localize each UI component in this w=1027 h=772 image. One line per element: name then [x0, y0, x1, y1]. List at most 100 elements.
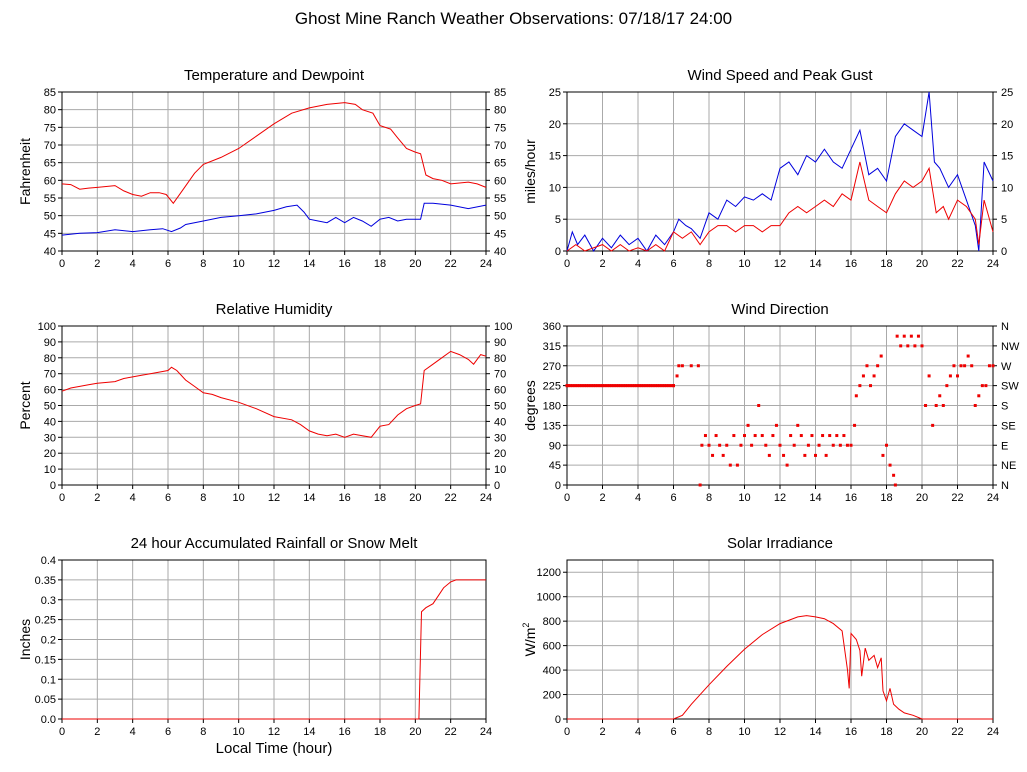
y-tick-label: 20 [44, 448, 56, 460]
direction-point [703, 434, 707, 438]
x-tick-label: 22 [951, 726, 963, 738]
series-line-red [61, 102, 487, 205]
compass-label: SW [1001, 381, 1019, 393]
direction-point [725, 443, 729, 447]
x-tick-label: 22 [445, 258, 457, 270]
direction-point [934, 404, 938, 407]
direction-point [632, 384, 636, 388]
y-axis-label: W/m2 [521, 623, 538, 657]
x-tick-label: 10 [738, 258, 750, 270]
direction-point [609, 384, 613, 388]
x-tick-label: 2 [94, 492, 100, 504]
direction-point [608, 384, 612, 388]
direction-point [952, 364, 956, 368]
x-tick-label: 14 [303, 492, 315, 504]
direction-point [948, 374, 952, 378]
direction-point [970, 364, 974, 368]
x-tick-label: 24 [480, 258, 492, 270]
y-tick-label: 0.05 [35, 694, 56, 706]
y-tick-label: 0 [555, 714, 561, 726]
direction-point [622, 384, 626, 388]
direction-point [973, 404, 977, 407]
x-tick-label: 6 [670, 258, 676, 270]
direction-point [645, 384, 649, 388]
direction-point [711, 453, 715, 457]
direction-point [853, 423, 857, 427]
direction-point [618, 384, 622, 388]
y-tick-label: 1200 [537, 567, 561, 579]
direction-point [597, 384, 601, 388]
y-tick-label: 20 [549, 119, 561, 131]
y-tick-label-right: 40 [494, 246, 506, 258]
x-tick-label: 4 [130, 726, 136, 738]
x-tick-label: 20 [409, 258, 421, 270]
direction-point [567, 384, 571, 388]
direction-point [656, 384, 660, 388]
chart-title: Wind Direction [731, 301, 829, 318]
x-tick-label: 20 [916, 726, 928, 738]
direction-point [739, 443, 743, 447]
x-tick-label: 6 [165, 726, 171, 738]
direction-point [732, 434, 736, 438]
direction-point [916, 334, 920, 338]
x-tick-label: 22 [951, 492, 963, 504]
x-tick-label: 6 [670, 492, 676, 504]
y-tick-label-right: 10 [1001, 182, 1013, 194]
direction-point [675, 374, 679, 378]
compass-label: N [1001, 480, 1009, 492]
direction-point [789, 434, 793, 438]
y-tick-label: 85 [44, 87, 56, 99]
direction-point [906, 344, 910, 348]
chart-title: Relative Humidity [216, 301, 333, 318]
x-tick-label: 24 [987, 492, 999, 504]
x-tick-label: 16 [845, 258, 857, 270]
direction-point [611, 384, 615, 388]
direction-point [785, 463, 789, 467]
x-tick-label: 18 [880, 258, 892, 270]
y-tick-label: 80 [44, 105, 56, 117]
x-tick-label: 8 [706, 258, 712, 270]
direction-point [767, 453, 771, 457]
direction-point [718, 443, 722, 447]
direction-point [593, 384, 597, 388]
direction-point [865, 364, 869, 368]
direction-point [854, 394, 858, 398]
x-tick-label: 14 [809, 726, 821, 738]
direction-point [803, 453, 807, 457]
direction-point [817, 443, 821, 447]
direction-point [799, 434, 803, 438]
y-tick-label: 0 [555, 480, 561, 492]
chart-title: 24 hour Accumulated Rainfall or Snow Mel… [131, 535, 419, 552]
direction-point [576, 384, 580, 388]
direction-point [888, 463, 892, 467]
direction-point [876, 364, 880, 368]
x-tick-label: 24 [480, 726, 492, 738]
direction-point [585, 384, 589, 388]
direction-point [627, 384, 631, 388]
y-tick-label-right: 20 [494, 448, 506, 460]
y-tick-label: 200 [543, 690, 561, 702]
direction-point [700, 443, 704, 447]
y-tick-label: 800 [543, 616, 561, 628]
direction-point [631, 384, 635, 388]
x-tick-label: 14 [809, 258, 821, 270]
direction-point [893, 483, 897, 487]
direction-point [714, 434, 718, 438]
y-tick-label: 270 [543, 361, 561, 373]
direction-point [872, 374, 876, 378]
direction-point [595, 384, 599, 388]
direction-point [659, 384, 663, 388]
y-tick-label: 55 [44, 193, 56, 205]
x-tick-label: 0 [564, 726, 570, 738]
direction-point [638, 384, 642, 388]
x-tick-label: 0 [564, 492, 570, 504]
x-tick-label: 0 [59, 258, 65, 270]
x-tick-label: 4 [130, 492, 136, 504]
direction-point [806, 443, 810, 447]
direction-point [664, 384, 668, 388]
direction-point [581, 384, 585, 388]
direction-point [572, 384, 576, 388]
